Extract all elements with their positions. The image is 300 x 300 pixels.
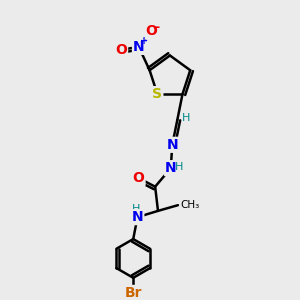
Text: O: O <box>145 24 157 38</box>
Text: CH₃: CH₃ <box>181 200 200 210</box>
Text: O: O <box>133 171 145 185</box>
Text: N: N <box>167 138 178 152</box>
Text: +: + <box>140 36 148 46</box>
Text: Br: Br <box>124 286 142 300</box>
Text: S: S <box>152 87 162 101</box>
Text: O: O <box>115 43 127 57</box>
Text: N: N <box>132 210 143 224</box>
Text: H: H <box>175 162 184 172</box>
Text: -: - <box>154 21 160 34</box>
Text: N: N <box>165 161 177 175</box>
Text: H: H <box>182 113 191 123</box>
Text: N: N <box>133 40 145 54</box>
Text: H: H <box>132 204 140 214</box>
